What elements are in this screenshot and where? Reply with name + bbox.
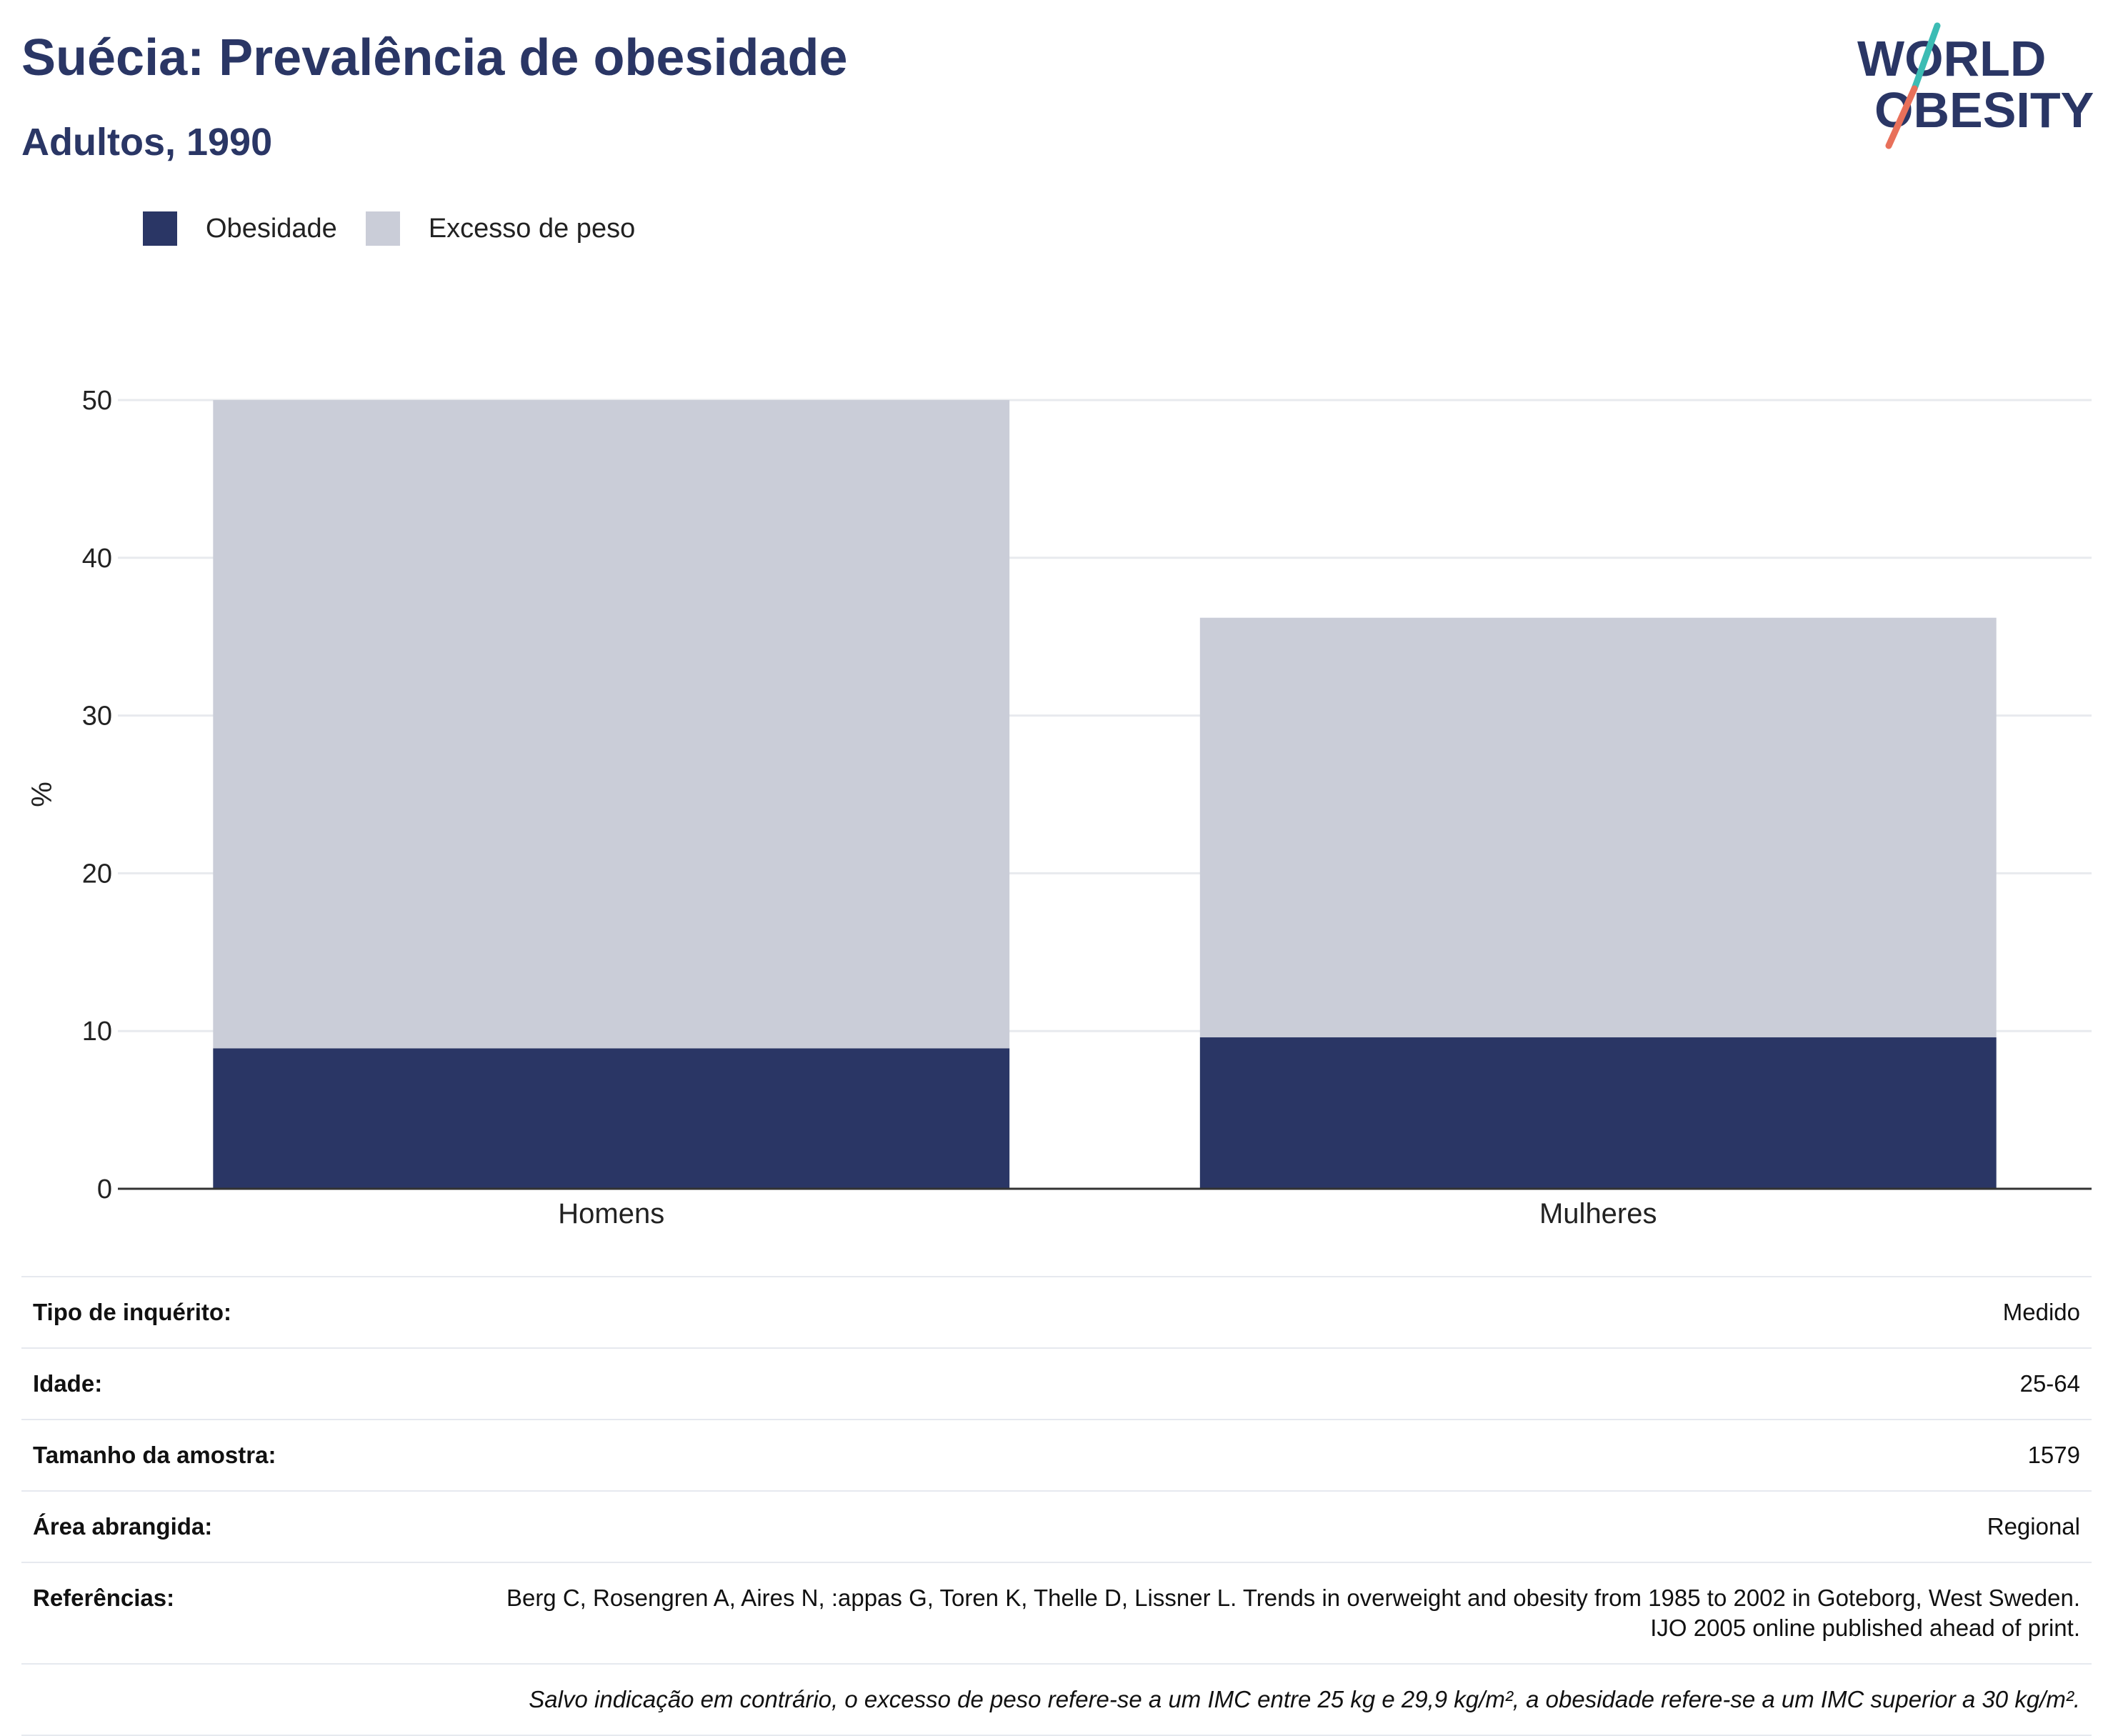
bar-chart: 0 10 20 30 40 50% Homens Mulheres [26,386,2092,1229]
y-tick-label: 10 [82,1017,112,1047]
details-value-references: Berg C, Rosengren A, Aires N, :appas G, … [473,1562,2092,1664]
footnote-text: Salvo indicação em contrário, o excesso … [21,1663,2092,1736]
y-tick-label: 0 [97,1174,112,1204]
bar-overweight-homens [213,400,1010,1049]
bar-obesity-homens [213,1048,1010,1189]
details-row-sample-size: Tamanho da amostra: 1579 [21,1419,2092,1491]
y-tick-label: 50 [82,386,112,416]
y-axis-title: % [26,782,58,807]
details-label-area: Área abrangida: [21,1490,473,1562]
logo-slash-coral [1885,85,1918,149]
legend-item-obesity: Obesidade [143,211,337,246]
details-value-sample-size: 1579 [473,1419,2092,1491]
bar-overweight-mulheres [1199,617,1997,1038]
legend-swatch-obesity [143,211,177,246]
details-value-area: Regional [473,1490,2092,1562]
details-value-survey-type: Medido [473,1276,2092,1348]
bar-obesity-mulheres [1199,1037,1997,1189]
details-row-age: Idade: 25-64 [21,1347,2092,1420]
details-label-age: Idade: [21,1347,473,1420]
chart-title: Suécia: Prevalência de obesidade [21,29,848,86]
y-tick-label: 20 [82,859,112,889]
logo-text-world: WORLD [1857,31,2046,86]
x-tick-label: Homens [558,1198,664,1229]
y-tick-label: 30 [82,702,112,732]
details-value-age: 25-64 [473,1347,2092,1420]
details-label-sample-size: Tamanho da amostra: [21,1419,473,1491]
details-row-footnote: Salvo indicação em contrário, o excesso … [21,1663,2092,1736]
y-tick-label: 40 [82,544,112,574]
x-tick-label: Mulheres [1539,1198,1657,1229]
legend-label-overweight: Excesso de peso [428,213,636,244]
details-label-survey-type: Tipo de inquérito: [21,1276,473,1348]
logo-slash-teal [1911,22,1941,92]
details-label-references: Referências: [21,1562,473,1664]
survey-details-table: Tipo de inquérito: Medido Idade: 25-64 T… [21,1276,2092,1736]
legend-swatch-overweight [365,211,400,246]
world-obesity-logo: WORLD OBESITY [1857,22,2094,149]
details-row-references: Referências: Berg C, Rosengren A, Aires … [21,1562,2092,1664]
legend-item-overweight: Excesso de peso [365,211,636,246]
chart-subtitle: Adultos, 1990 [21,121,273,164]
chart-legend: Obesidade Excesso de peso [143,211,664,246]
legend-label-obesity: Obesidade [206,213,337,244]
details-row-survey-type: Tipo de inquérito: Medido [21,1276,2092,1348]
details-row-area: Área abrangida: Regional [21,1490,2092,1562]
